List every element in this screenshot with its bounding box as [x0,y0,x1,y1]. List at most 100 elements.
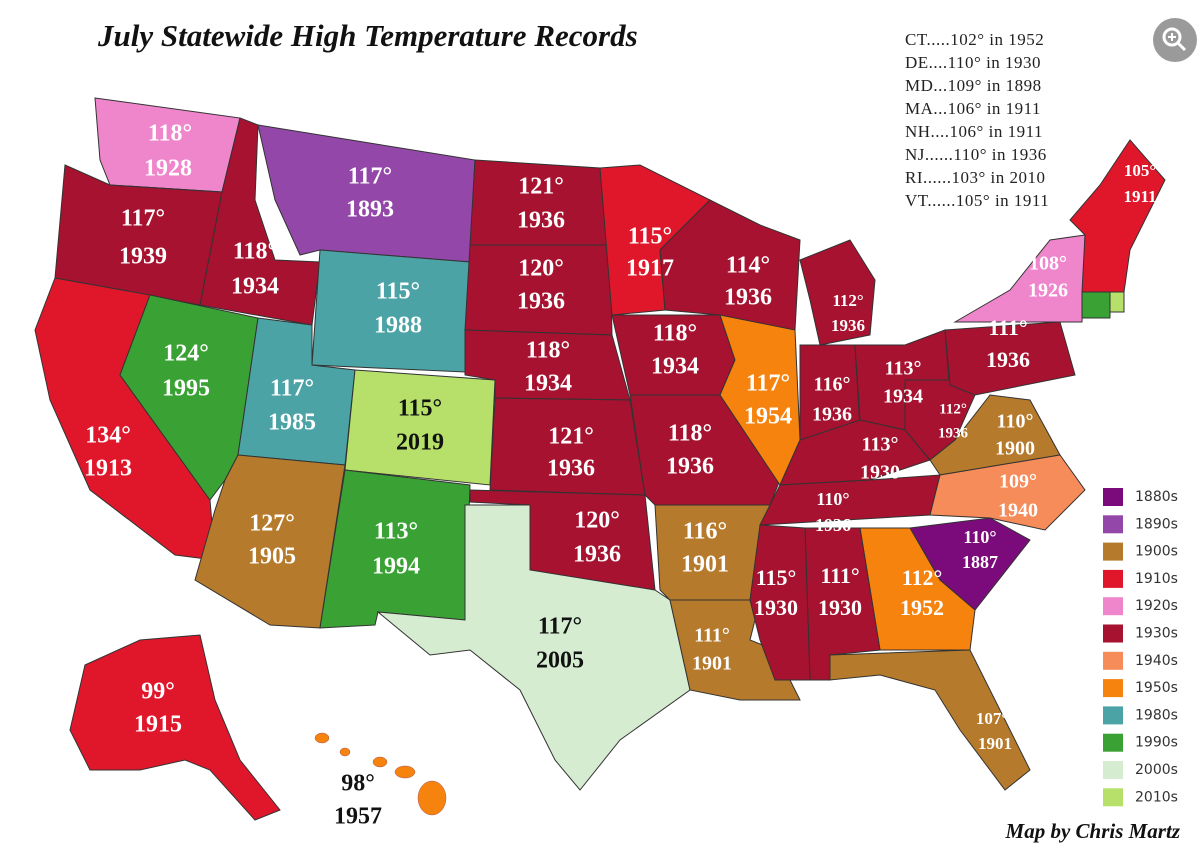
temp-label: 111° [820,563,859,588]
year-label: 1928 [144,156,192,182]
temp-label: 117° [538,614,582,640]
note: MA...106° in 1911 [905,99,1041,118]
year-label: 1901 [692,653,732,675]
legend-swatch [1103,679,1123,698]
temp-label: 110° [816,489,849,509]
year-label: 1915 [134,712,182,738]
year-label: 1934 [651,354,699,380]
temp-label: 124° [163,341,209,367]
legend-label: 1930s [1135,626,1178,642]
island-shape [339,747,351,757]
year-label: 1926 [1028,280,1068,302]
zoom-circle[interactable] [1153,18,1197,62]
state-shape [69,634,281,821]
legend-label: 1890s [1135,516,1178,532]
legend-label: 1980s [1135,707,1178,723]
note: DE....110° in 1930 [905,53,1041,72]
year-label: 1994 [372,554,420,580]
year-label: 1930 [860,462,900,484]
temp-label: 120° [518,256,564,282]
temp-label: 115° [398,396,442,422]
labels: 118° 1928 117° 1939 134° 1913 124° 1995 118° 1934… [84,121,1157,830]
legend-label: 1940s [1135,653,1178,669]
temp-label: 115° [376,279,420,305]
temp-label: 112° [939,401,967,417]
legend-swatch [1103,515,1123,534]
year-label: 1934 [524,371,572,397]
legend-swatch [1103,542,1123,561]
state-shape [376,504,691,791]
temp-label: 107° [976,709,1008,728]
northeast-notes: CT.....102° in 1952 DE....110° in 1930 MD.… [905,30,1049,210]
state-shape [1069,139,1166,293]
legend-swatch [1103,488,1123,506]
state-shape [719,314,801,487]
temp-label: 115° [628,224,672,250]
island-shape [394,765,416,779]
year-label: 1893 [346,197,394,223]
temp-label: 117° [348,164,392,190]
temp-label: 117° [121,206,165,232]
year-label: 1985 [268,410,316,436]
legend-swatch [1103,761,1123,779]
legend: 1880s 1890s 1900s 1910s 1920s 1930s 1940s 1950s… [1103,488,1178,807]
temp-label: 116° [683,519,727,545]
temp-label: 111° [694,625,730,647]
year-label: 2019 [396,430,444,456]
temp-label: 117° [746,371,790,397]
credit: Map by Chris Martz [1005,819,1181,843]
state-shape [311,249,471,373]
temp-label: 118° [668,421,712,447]
temp-label: 118° [653,321,697,347]
temp-label: 98° [341,771,375,797]
year-label: 1936 [724,285,772,311]
state-shape [944,321,1076,396]
year-label: 1930 [818,595,862,620]
year-label: 1887 [962,552,998,572]
temp-label: 118° [233,239,277,265]
temp-label: 116° [814,374,851,396]
year-label: 1905 [248,544,296,570]
temp-label: 117° [270,376,314,402]
temp-label: 108° [1029,253,1067,275]
state-shape [829,649,1031,791]
state-shape [799,239,876,346]
title: July Statewide High Temperature Records [97,18,638,53]
temp-label: 113° [374,519,418,545]
year-label: 1934 [883,386,923,408]
note: MD...109° in 1898 [905,76,1042,95]
temp-label: 110° [997,411,1034,433]
year-label: 1995 [162,376,210,402]
ri-shape [1109,291,1125,313]
state-shape [749,524,811,681]
zoom-button[interactable] [1153,18,1197,62]
island-shape [417,780,447,816]
temp-label: 121° [548,424,594,450]
year-label: 1901 [978,734,1012,753]
temp-label: 118° [148,121,192,147]
legend-swatch [1103,788,1123,807]
legend-label: 1910s [1135,571,1178,587]
note: NJ......110° in 1936 [905,145,1047,164]
year-label: 1913 [84,456,132,482]
legend-swatch [1103,624,1123,643]
state-shape [929,454,1086,531]
zoom-handle [1176,41,1187,52]
temp-label: 113° [862,434,899,456]
legend-swatch [1103,597,1123,616]
temp-label: 121° [518,174,564,200]
temp-label: 105° [1124,161,1156,180]
year-label: 1911 [1123,187,1156,206]
legend-swatch [1103,569,1123,588]
temp-label: 99° [141,679,175,705]
note: RI......103° in 2010 [905,168,1046,187]
state-shape [319,469,471,629]
legend-label: 2010s [1135,789,1178,805]
temp-label: 111° [988,315,1027,340]
temp-label: 110° [963,527,996,547]
year-label: 1936 [831,316,865,335]
year-label: 2005 [536,648,584,674]
legend-label: 1880s [1135,489,1178,505]
island-shape [314,732,330,744]
year-label: 1939 [119,244,167,270]
